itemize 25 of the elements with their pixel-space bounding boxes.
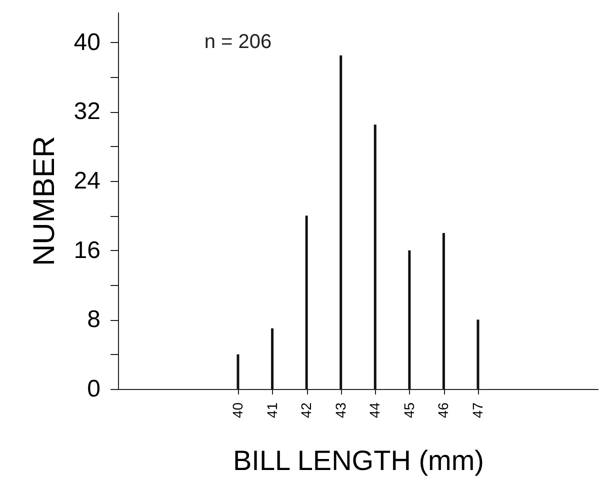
x-tick-label: 46 <box>435 402 452 418</box>
y-tick-label: 32 <box>74 98 100 126</box>
y-tick-label: 0 <box>87 376 100 402</box>
x-tick-label: 42 <box>298 402 314 418</box>
x-tick-label: 47 <box>470 402 486 418</box>
annotation: n = 206 <box>204 31 272 54</box>
bar <box>340 55 342 389</box>
y-tick-label: 40 <box>74 28 100 56</box>
y-axis-title: NUMBER <box>28 136 61 266</box>
bar <box>408 250 411 389</box>
bar <box>442 233 445 389</box>
y-tick-label: 24 <box>74 168 100 194</box>
bar <box>271 328 274 389</box>
bar <box>305 216 308 389</box>
x-axis-title: BILL LENGTH (mm) <box>233 445 484 476</box>
x-tick-label: 45 <box>400 402 417 418</box>
y-tick-label: 8 <box>87 306 100 334</box>
bar <box>476 320 480 389</box>
bar <box>236 354 240 389</box>
x-tick-label: 43 <box>332 402 348 418</box>
y-tick-label: 16 <box>74 236 100 264</box>
bar <box>374 124 376 389</box>
x-tick-label: 40 <box>230 402 246 418</box>
x-tick-label: 41 <box>264 402 280 418</box>
x-tick-label: 44 <box>366 402 383 418</box>
